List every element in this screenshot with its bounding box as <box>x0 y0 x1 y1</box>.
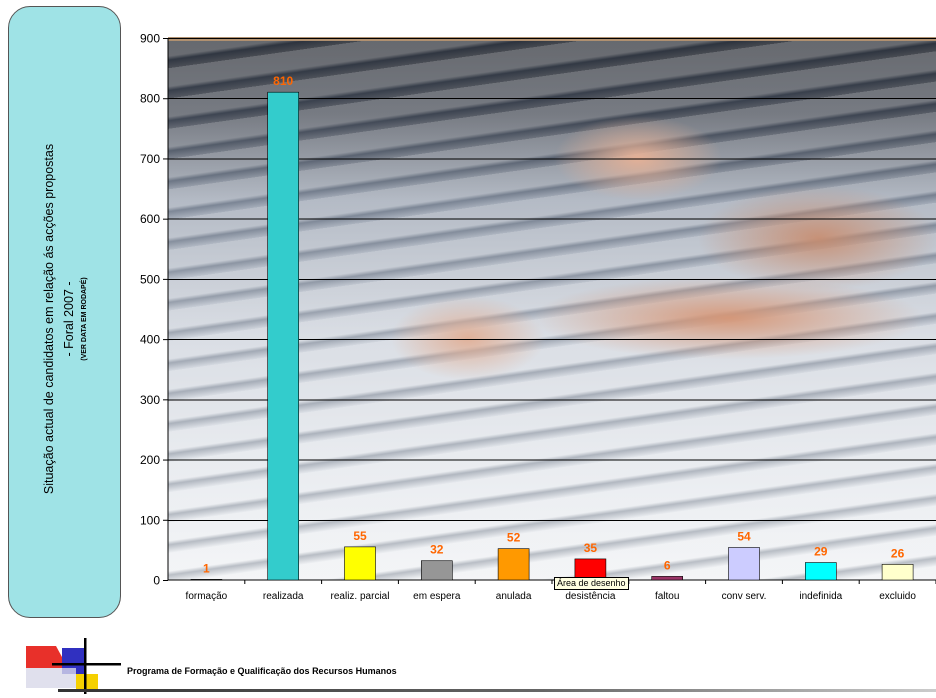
x-tick-label: realiz. parcial <box>331 591 390 602</box>
bar-value-label: 32 <box>430 543 444 557</box>
y-tick-label: 800 <box>140 92 160 106</box>
y-tick-label: 300 <box>140 393 160 407</box>
bar-value-label: 810 <box>273 74 293 88</box>
bar-9 <box>881 564 914 581</box>
x-tick-label: conv serv. <box>722 591 767 602</box>
bar-value-label: 26 <box>891 546 905 560</box>
bar-4 <box>497 548 530 581</box>
chart-title-panel: Situação actual de candidatos em relação… <box>8 6 121 618</box>
bar-value-label: 1 <box>203 561 210 575</box>
y-tick-label: 0 <box>153 574 160 588</box>
program-logo <box>26 638 121 694</box>
y-tick-label: 100 <box>140 513 160 527</box>
bar-2 <box>344 546 376 581</box>
y-tick-label: 600 <box>140 212 160 226</box>
x-tick-label: formação <box>186 591 228 602</box>
bar-value-label: 35 <box>584 541 598 555</box>
bar-value-label: 54 <box>737 529 751 543</box>
x-tick-label: realizada <box>263 591 304 602</box>
bar-6 <box>651 576 684 581</box>
bar-3 <box>420 560 453 581</box>
x-tick-label: em espera <box>413 591 461 602</box>
x-tick-label: excluido <box>879 591 916 602</box>
x-tick-label: desistência <box>565 591 615 602</box>
bar-8 <box>804 562 837 581</box>
bar-value-label: 55 <box>353 529 367 543</box>
bar-value-label: 52 <box>507 531 521 545</box>
y-tick-label: 400 <box>140 333 160 347</box>
footer-program-name: Programa de Formação e Qualificação dos … <box>127 666 397 676</box>
x-tick-label: anulada <box>496 591 532 602</box>
bar-value-label: 6 <box>664 558 671 572</box>
y-tick-label: 900 <box>140 32 160 46</box>
y-tick-label: 500 <box>140 272 160 286</box>
plot-area-tooltip: Área de desenho <box>554 577 629 590</box>
bar-1 <box>267 91 300 581</box>
bar-0 <box>190 579 223 581</box>
x-tick-label: faltou <box>655 591 679 602</box>
y-tick-label: 700 <box>140 152 160 166</box>
footer-divider <box>58 689 936 692</box>
y-tick-label: 200 <box>140 453 160 467</box>
x-tick-label: indefinida <box>799 591 842 602</box>
bar-7 <box>728 547 760 581</box>
bar-value-label: 29 <box>814 545 828 559</box>
